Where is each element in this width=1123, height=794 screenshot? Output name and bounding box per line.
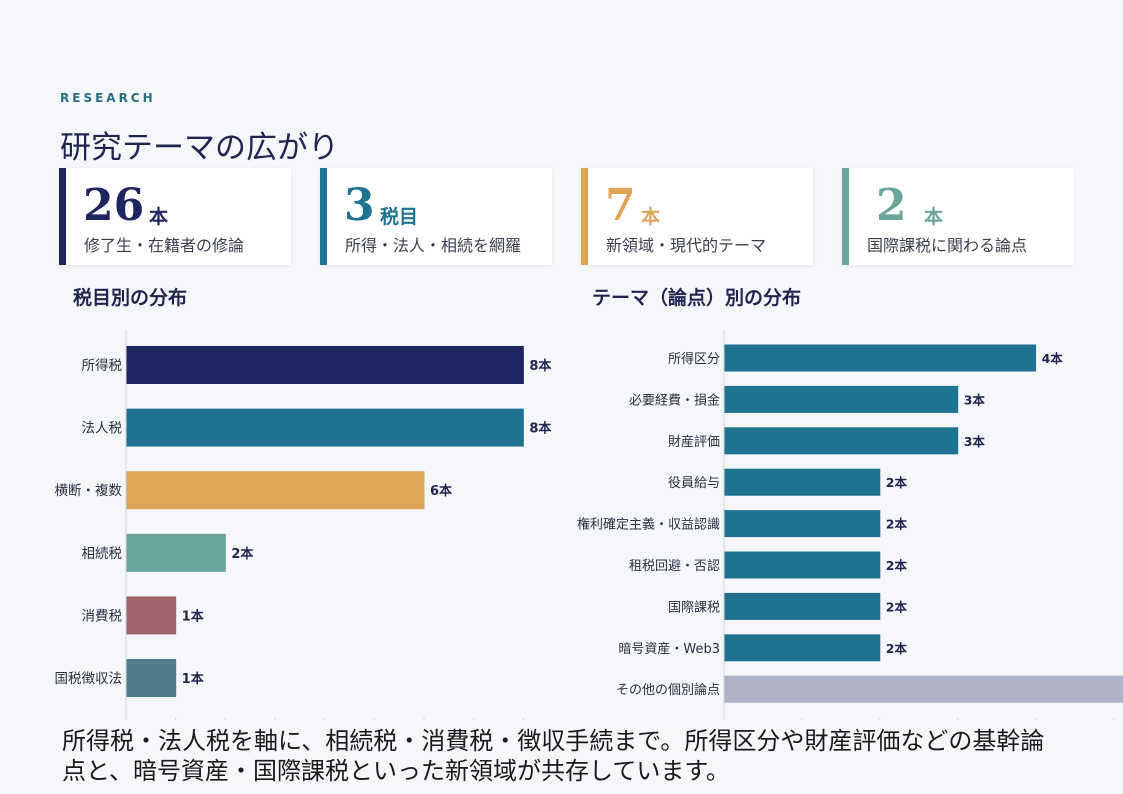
stat-accent-bar [59, 168, 66, 265]
value-label: 2本 [886, 558, 908, 573]
value-label: 2本 [886, 641, 908, 656]
stat-description: 修了生・在籍者の修論 [84, 236, 245, 255]
bar [126, 408, 524, 447]
category-label: 国際課税 [668, 599, 720, 615]
category-label: 法人税 [82, 421, 123, 437]
bar [126, 346, 524, 384]
value-label: 1本 [182, 671, 204, 687]
bar [724, 675, 1123, 703]
bar [126, 533, 226, 572]
bar [724, 468, 881, 496]
summary-text: 所得税・法人税を軸に、相続税・消費税・徴収手続まで。所得区分や財産評価などの基幹… [62, 727, 1045, 785]
stat-accent-bar [320, 168, 327, 265]
stat-accent-bar [581, 168, 588, 265]
chart-title-tax-type: 税目別の分布 [73, 287, 188, 309]
value-label: 3本 [964, 392, 986, 407]
bar [724, 634, 881, 662]
bar [724, 385, 959, 413]
value-label: 8本 [529, 358, 551, 374]
value-label: 6本 [430, 483, 452, 499]
bar [724, 427, 959, 455]
chart-title-theme: テーマ（論点）別の分布 [592, 287, 802, 309]
category-label: 権利確定主義・収益認識 [577, 517, 720, 533]
stat-unit: 本 [641, 206, 661, 228]
stat-card-new-fields: 7 本 新領域・現代的テーマ [581, 168, 813, 265]
stat-value: 2 [876, 180, 907, 231]
bar [126, 659, 177, 697]
bar [126, 471, 425, 510]
stat-card-theses: 26 本 修了生・在籍者の修論 [59, 168, 291, 265]
category-label: 暗号資産・Web3 [618, 641, 720, 657]
eyebrow-label: RESEARCH [60, 91, 156, 105]
stat-value: 26 [83, 180, 145, 231]
stat-unit: 本 [149, 206, 169, 228]
bar [724, 551, 881, 579]
bar [724, 344, 1037, 372]
stat-card-international: 2 本 国際課税に関わる論点 [842, 168, 1074, 265]
stat-value: 7 [605, 180, 636, 231]
category-label: 相続税 [82, 546, 123, 562]
stat-unit: 本 [924, 206, 944, 228]
value-label: 2本 [886, 475, 908, 490]
category-label: 財産評価 [668, 434, 720, 450]
value-label: 8本 [529, 421, 551, 437]
value-label: 2本 [886, 599, 908, 614]
category-label: 所得税 [82, 357, 123, 374]
category-label: 役員給与 [668, 476, 720, 491]
stat-description: 所得・法人・相続を網羅 [345, 236, 522, 255]
category-label: 横断・複数 [55, 482, 123, 499]
bar [126, 596, 177, 635]
stat-description: 国際課税に関わる論点 [867, 236, 1028, 255]
value-label: 2本 [231, 546, 253, 562]
category-label: 消費税 [82, 608, 123, 624]
value-label: 4本 [1042, 351, 1064, 366]
stat-card-tax-items: 3 税目 所得・法人・相続を網羅 [320, 168, 552, 265]
stat-accent-bar [842, 168, 849, 265]
value-label: 3本 [964, 434, 986, 449]
stat-unit: 税目 [380, 206, 419, 228]
category-label: 必要経費・損金 [629, 392, 720, 408]
category-label: その他の個別論点 [616, 682, 720, 698]
page-title: 研究テーマの広がり [60, 130, 339, 166]
value-label: 1本 [182, 608, 204, 624]
category-label: 所得区分 [668, 351, 720, 367]
category-label: 国税徴収法 [55, 671, 123, 687]
category-label: 租税回避・否認 [629, 558, 720, 574]
bar [724, 510, 881, 538]
value-label: 2本 [886, 517, 908, 532]
stat-value: 3 [344, 180, 375, 231]
stat-description: 新領域・現代的テーマ [606, 236, 767, 255]
bar [724, 592, 881, 620]
